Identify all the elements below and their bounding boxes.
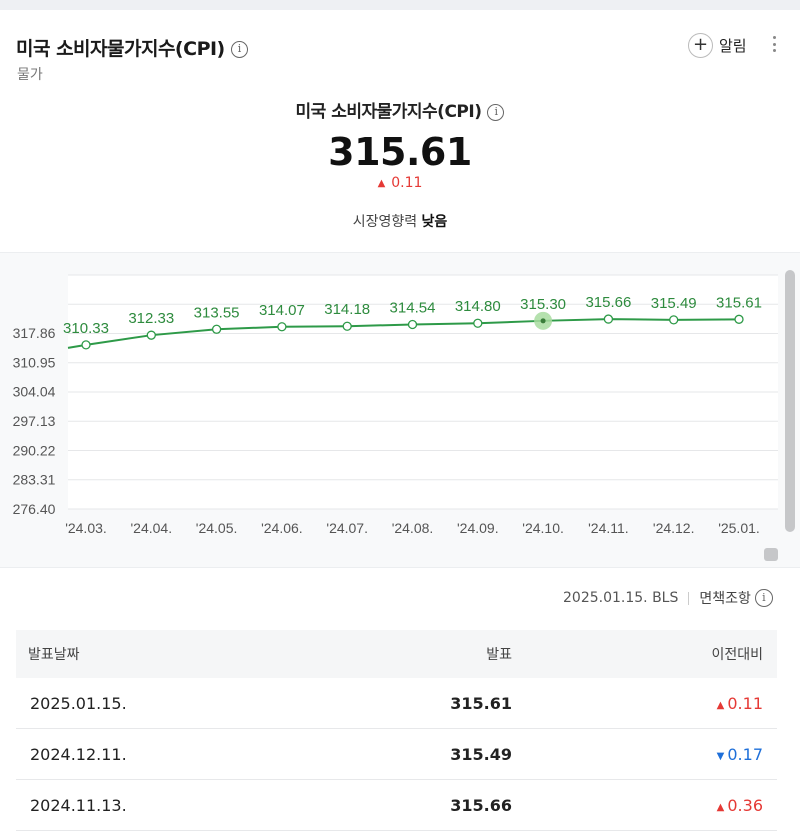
x-tick-label: '24.09. xyxy=(457,520,499,536)
data-point xyxy=(146,330,156,340)
info-icon[interactable]: i xyxy=(487,103,505,121)
release-date: 2025.01.15. xyxy=(563,590,648,606)
info-icon[interactable]: i xyxy=(230,41,248,58)
y-tick-label: 283.31 xyxy=(13,472,56,488)
up-triangle-icon: ▲ xyxy=(716,699,725,711)
data-point xyxy=(540,318,546,324)
x-tick-label: '24.11. xyxy=(588,520,629,536)
data-point xyxy=(473,318,483,328)
header-actual: 발표 xyxy=(486,647,512,663)
y-tick-label: 297.13 xyxy=(13,413,56,429)
data-point xyxy=(603,314,614,324)
y-tick-label: 290.22 xyxy=(13,442,56,458)
x-tick-label: '24.05. xyxy=(196,520,238,536)
top-edge-bar xyxy=(0,0,800,10)
data-label: 314.54 xyxy=(390,299,436,316)
table-row: 2024.11.13. 315.66 ▲ 0.36 xyxy=(16,780,777,831)
data-label: 313.55 xyxy=(194,304,240,321)
data-label: 315.30 xyxy=(520,296,566,313)
source-agency: BLS xyxy=(652,590,679,606)
divider xyxy=(688,591,690,605)
data-label: 314.18 xyxy=(324,301,370,318)
row-date: 2024.12.11. xyxy=(30,744,127,764)
data-label: 314.07 xyxy=(259,302,305,319)
x-tick-label: '24.03. xyxy=(65,520,107,536)
row-change: ▼ 0.17 xyxy=(512,745,763,764)
impact-value: 낮음 xyxy=(421,214,448,230)
more-options-icon[interactable] xyxy=(768,34,780,54)
indicator-title: 미국 소비자물가지수(CPI) i xyxy=(0,97,800,122)
market-impact: 시장영향력 낮음 xyxy=(0,211,800,231)
row-change-text: 0.36 xyxy=(727,795,763,815)
value-change: ▲ 0.11 xyxy=(0,175,800,191)
indicator-title-text: 미국 소비자물가지수(CPI) xyxy=(295,102,482,122)
row-value: 315.66 xyxy=(450,795,512,815)
series-line xyxy=(67,318,740,349)
data-point xyxy=(734,314,744,324)
data-label: 310.33 xyxy=(63,320,109,337)
row-change: ▲ 0.36 xyxy=(512,796,763,815)
page-title-text: 미국 소비자물가지수(CPI) xyxy=(16,38,225,60)
category-label: 물가 xyxy=(17,67,43,83)
plus-icon: + xyxy=(688,32,713,58)
x-tick-label: '24.12. xyxy=(653,520,695,536)
release-history-table: 발표날짜 발표 이전대비 2025.01.15. 315.61 ▲ 0.11 20… xyxy=(16,630,777,831)
info-icon[interactable]: i xyxy=(754,589,773,607)
current-value: 315.61 xyxy=(328,130,472,174)
up-triangle-icon: ▲ xyxy=(377,178,386,189)
data-point xyxy=(211,324,222,334)
header-date: 발표날짜 xyxy=(28,647,80,663)
data-point xyxy=(277,322,287,332)
header-change: 이전대비 xyxy=(711,647,763,663)
data-label: 314.80 xyxy=(455,298,501,315)
y-tick-label: 317.86 xyxy=(13,325,56,341)
row-value: 315.49 xyxy=(450,744,512,764)
x-tick-label: '24.08. xyxy=(392,520,434,536)
row-change-text: 0.11 xyxy=(727,693,763,713)
row-change: ▲ 0.11 xyxy=(512,694,763,713)
alarm-button[interactable]: + 알림 xyxy=(688,32,747,58)
data-label: 315.66 xyxy=(585,294,631,311)
data-point xyxy=(669,315,679,325)
table-row: 2024.12.11. 315.49 ▼ 0.17 xyxy=(16,729,777,780)
data-point xyxy=(342,321,352,331)
data-label: 312.33 xyxy=(128,310,174,327)
row-change-text: 0.17 xyxy=(727,744,763,764)
page-title: 미국 소비자물가지수(CPI) i xyxy=(16,34,248,61)
x-tick-label: '24.06. xyxy=(261,520,303,536)
x-tick-label: '25.01. xyxy=(718,520,760,536)
line-chart[interactable]: 317.86 310.95 304.04 297.13 290.22 283.31 276.… xyxy=(0,253,800,569)
y-tick-label: 276.40 xyxy=(13,501,56,517)
row-value: 315.61 xyxy=(450,693,512,713)
source-info: 2025.01.15. BLS 면책조항 i xyxy=(563,588,773,608)
disclaimer-link[interactable]: 면책조항 xyxy=(699,591,751,607)
header-panel xyxy=(0,10,800,250)
x-tick-label: '24.07. xyxy=(326,520,368,536)
chart-panel[interactable]: 317.86 310.95 304.04 297.13 290.22 283.31 276.… xyxy=(0,252,800,568)
value-change-text: 0.11 xyxy=(391,175,423,191)
vertical-scrollbar[interactable] xyxy=(785,270,795,532)
y-tick-label: 304.04 xyxy=(13,384,56,400)
up-triangle-icon: ▲ xyxy=(716,801,725,813)
data-label: 315.61 xyxy=(716,294,762,311)
x-tick-label: '24.04. xyxy=(130,520,172,536)
impact-label: 시장영향력 xyxy=(352,214,418,230)
scroll-handle[interactable] xyxy=(764,548,778,561)
data-label: 315.49 xyxy=(651,295,697,312)
table-header: 발표날짜 발표 이전대비 xyxy=(16,630,777,678)
alarm-label: 알림 xyxy=(719,36,747,55)
x-tick-label: '24.10. xyxy=(522,520,564,536)
y-tick-label: 310.95 xyxy=(13,354,56,370)
row-date: 2025.01.15. xyxy=(30,693,127,713)
down-triangle-icon: ▼ xyxy=(716,750,725,762)
data-point xyxy=(407,319,418,330)
row-date: 2024.11.13. xyxy=(30,795,127,815)
table-row: 2025.01.15. 315.61 ▲ 0.11 xyxy=(16,678,777,729)
data-point xyxy=(81,340,91,350)
